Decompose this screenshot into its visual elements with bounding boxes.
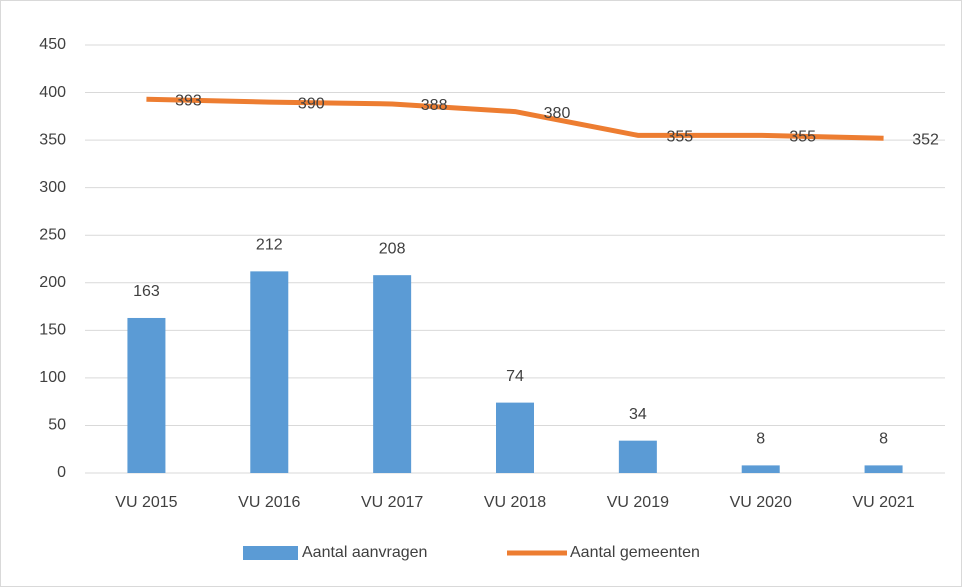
line: [146, 96, 884, 141]
data-label: 8: [756, 431, 765, 448]
y-tick-label: 250: [39, 226, 66, 243]
x-tick-label: VU 2020: [730, 494, 792, 511]
data-label: 208: [379, 240, 406, 257]
data-label: 380: [544, 105, 571, 122]
y-tick-label: 400: [39, 84, 66, 101]
bar: [496, 402, 534, 473]
y-tick-label: 300: [39, 179, 66, 196]
bar: [250, 271, 289, 473]
x-tick-label: VU 2017: [361, 494, 423, 511]
y-tick-label: 0: [57, 464, 66, 481]
data-label: 74: [506, 368, 524, 385]
y-tick-label: 50: [48, 417, 66, 434]
x-tick-label: VU 2019: [607, 494, 669, 511]
data-label: 212: [256, 237, 283, 254]
legend-swatch: [243, 546, 298, 560]
y-tick-label: 200: [39, 274, 66, 291]
x-tick-label: VU 2016: [238, 494, 300, 511]
y-tick-label: 100: [39, 369, 66, 386]
x-tick-label: VU 2018: [484, 494, 546, 511]
y-tick-label: 150: [39, 322, 66, 339]
bar: [864, 465, 903, 473]
data-label: 8: [879, 431, 888, 448]
bar: [127, 317, 166, 473]
data-label: 34: [629, 406, 647, 423]
y-tick-label: 450: [39, 36, 66, 53]
data-label: 390: [298, 95, 325, 112]
data-label: 355: [667, 129, 694, 146]
bar: [373, 275, 412, 473]
data-label: 355: [789, 129, 816, 146]
x-tick-label: VU 2021: [852, 494, 914, 511]
data-label: 393: [175, 92, 202, 109]
data-label: 352: [912, 131, 939, 148]
x-tick-label: VU 2015: [115, 494, 177, 511]
legend-label: Aantal aanvragen: [302, 544, 427, 561]
legend-label: Aantal gemeenten: [570, 544, 700, 561]
bar: [618, 440, 657, 473]
data-label: 163: [133, 283, 160, 300]
data-label: 388: [421, 97, 448, 114]
y-tick-label: 350: [39, 131, 66, 148]
bar: [741, 465, 780, 473]
